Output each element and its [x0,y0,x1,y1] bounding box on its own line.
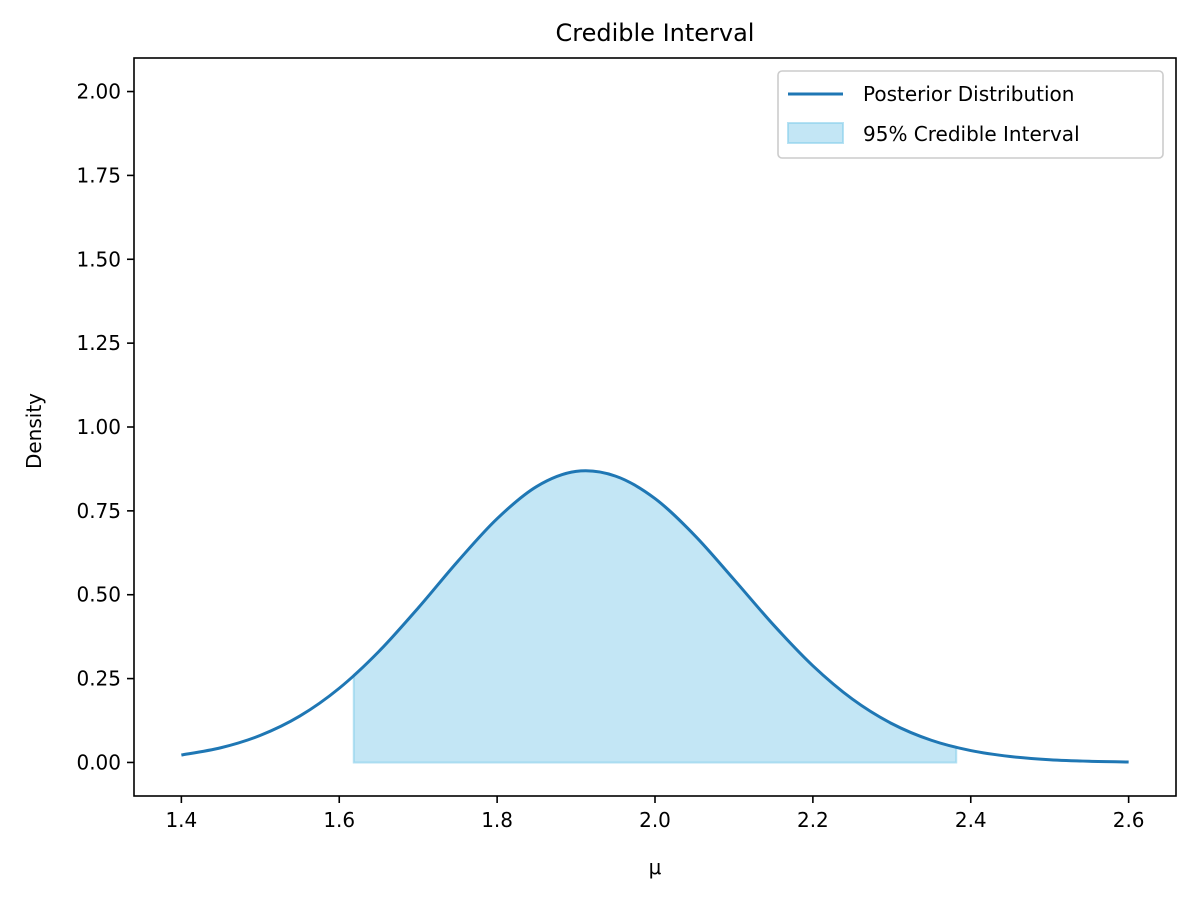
plot-area [181,469,1129,764]
x-tick-label: 2.2 [797,808,829,832]
credible-interval-area [352,469,958,764]
y-tick-label: 1.00 [76,415,121,439]
posterior-distribution-line [181,469,1129,764]
legend-label-interval: 95% Credible Interval [863,122,1080,146]
y-tick-label: 1.75 [76,163,121,187]
y-tick-label: 0.50 [76,583,121,607]
y-tick-label: 0.75 [76,499,121,523]
legend-area-swatch [787,122,844,144]
y-tick-label: 0.25 [76,667,121,691]
x-tick-label: 2.6 [1113,808,1145,832]
x-axis: 1.4 1.6 1.8 2.0 2.2 2.4 2.6 [165,796,1145,832]
chart-title: Credible Interval [556,19,755,47]
x-tick-label: 1.4 [165,808,197,832]
x-axis-label: μ [649,855,662,879]
x-tick-label: 2.0 [639,808,671,832]
y-axis-label: Density [22,393,46,469]
y-tick-label: 0.00 [76,750,121,774]
legend-box [777,70,1164,159]
y-tick-label: 1.50 [76,247,121,271]
x-tick-label: 1.6 [323,808,355,832]
y-tick-label: 2.00 [76,80,121,104]
legend: Posterior Distribution 95% Credible Inte… [777,70,1164,159]
legend-label-posterior: Posterior Distribution [863,82,1074,106]
y-axis: 0.00 0.25 0.50 0.75 1.00 1.25 1.50 1.75 2.00 [76,80,134,774]
y-tick-label: 1.25 [76,331,121,355]
x-tick-label: 1.8 [481,808,513,832]
x-tick-label: 2.4 [955,808,987,832]
